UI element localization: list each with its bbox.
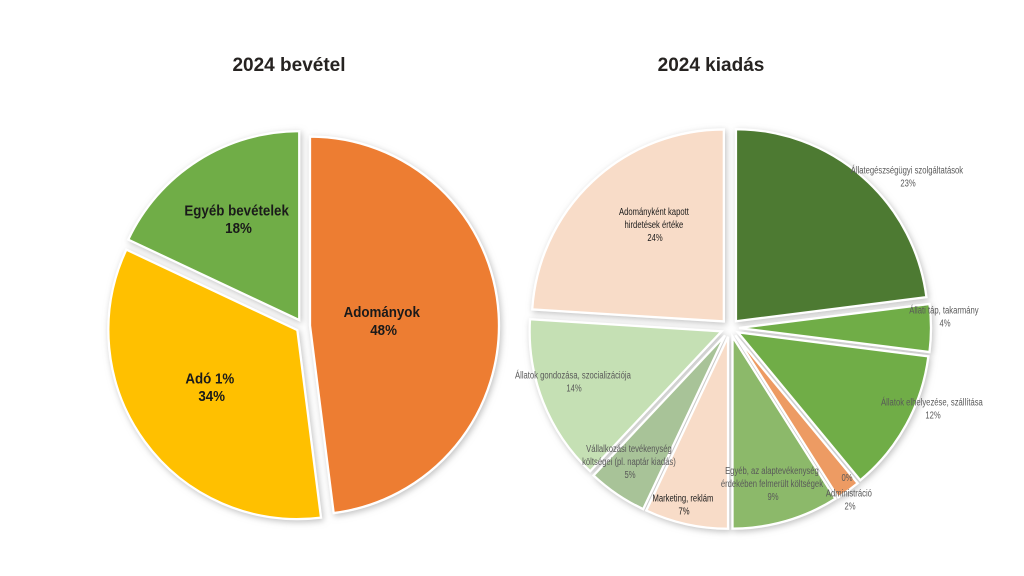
svg-text:0%: 0% [841, 472, 852, 483]
